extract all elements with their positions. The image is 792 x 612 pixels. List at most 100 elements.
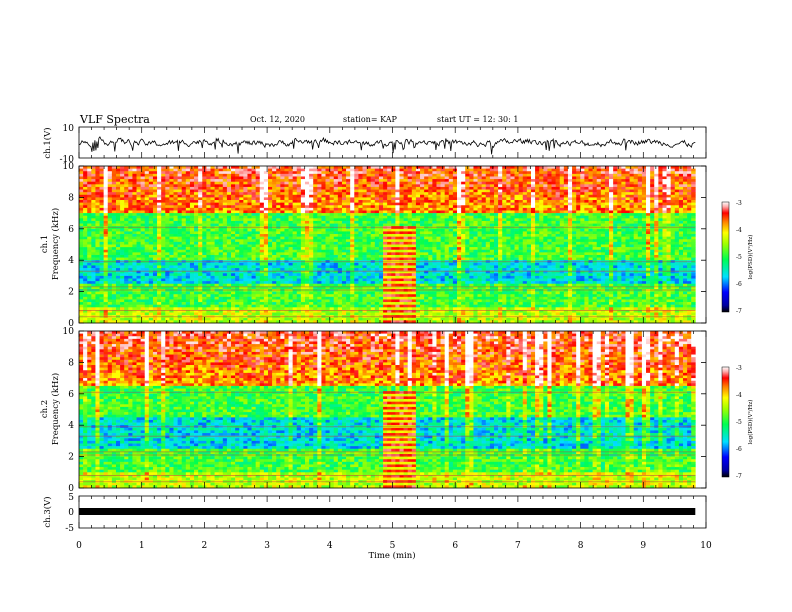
spectrogram-cell [391,244,396,248]
spectrogram-cell [251,262,256,266]
spectrogram-cell [329,231,335,235]
spectrogram-cell [111,278,117,282]
spectrogram-cell [313,304,318,308]
spectrogram-cell [87,215,92,219]
spectrogram-cell [284,166,289,169]
spectrogram-cell [111,194,117,198]
spectrogram-cell [276,223,281,227]
spectrogram-cell [309,171,314,175]
spectrogram-cell [346,288,351,292]
spectrogram-cell [79,273,84,277]
spectrogram-cell [313,262,318,266]
spectrogram-cell [268,228,273,232]
spectrogram-cell [222,176,228,180]
spectrogram-cell [395,275,400,279]
spectrogram-cell [152,176,158,180]
spectrogram-cell [107,273,113,277]
spectrogram-cell [173,223,178,227]
spectrogram-cell [144,173,150,177]
spectrogram-cell [366,197,372,201]
spectrogram-cell [341,252,347,256]
spectrogram-cell [79,296,84,300]
spectrogram-cell [136,218,141,222]
spectrogram-cell [198,223,203,227]
spectrogram-cell [231,181,236,185]
spectrogram-cell [280,317,285,321]
spectrogram-cell [313,176,318,180]
spectrogram-cell [415,288,421,292]
spectrogram-cell [194,176,199,180]
spectrogram-cell [177,194,183,198]
spectrogram-cell [391,249,396,253]
spectrogram-cell [214,254,220,258]
spectrogram-cell [407,286,413,290]
spectrogram-cell [194,202,199,206]
spectrogram-cell [243,176,248,180]
spectrogram-cell [280,168,285,172]
spectrogram-cell [255,294,261,298]
spectrogram-cell [251,226,256,230]
spectrogram-cell [177,220,183,224]
spectrogram-cell [185,205,191,209]
spectrogram-cell [243,241,248,245]
spectrogram-cell [111,299,117,303]
spectrogram-cell [144,294,150,298]
spectrogram-cell [296,296,302,300]
spectrogram-cell [165,194,170,198]
spectrogram-cell [103,194,109,198]
spectrogram-cell [103,281,109,285]
spectrogram-cell [313,249,318,253]
spectrogram-cell [111,273,117,277]
spectrogram-cell [337,192,343,196]
spectrogram-cell [194,197,199,201]
spectrogram-cell [374,262,380,266]
spectrogram-cell [161,312,166,316]
spectrogram-cell [333,173,339,177]
spectrogram-cell [189,302,195,305]
spectrogram-cell [309,226,314,230]
spectrogram-cell [370,171,376,175]
spectrogram-cell [268,210,273,214]
spectrogram-cell [395,312,400,316]
spectrogram-cell [411,202,417,206]
spectrogram-cell [321,281,326,285]
spectrogram-cell [284,207,289,211]
spectrogram-cell [140,205,146,209]
spectrogram-cell [313,179,318,182]
spectrogram-cell [263,273,269,277]
spectrogram-cell [383,194,388,198]
spectrogram-cell [91,268,96,271]
spectrogram-cell [136,239,141,243]
spectrogram-cell [407,200,413,203]
spectrogram-cell [128,220,133,224]
spectrogram-cell [415,299,421,303]
spectrogram-cell [128,210,133,214]
spectrogram-cell [346,275,351,279]
spectrogram-cell [120,291,125,295]
spectrogram-cell [415,194,421,198]
spectrogram-cell [251,244,256,248]
spectrogram-cell [107,181,113,185]
spectrogram-cell [231,234,236,237]
spectrogram-cell [111,226,117,230]
spectrogram-cell [411,218,417,222]
spectrogram-cell [83,192,88,196]
spectrogram-cell [362,262,367,266]
spectrogram-cell [173,304,178,308]
spectrogram-cell [222,281,228,285]
spectrogram-cell [115,291,121,295]
spectrogram-cell [79,215,84,219]
spectrogram-cell [165,200,170,203]
spectrogram-cell [83,218,88,222]
spectrogram-cell [399,241,404,245]
spectrogram-cell [148,210,154,214]
spectrogram-cell [247,270,252,274]
spectrogram-cell [251,234,256,237]
spectrogram-cell [296,312,302,316]
spectrogram-cell [111,234,117,237]
spectrogram-cell [362,207,367,211]
spectrogram-cell [79,270,84,274]
spectrogram-cell [91,189,96,193]
spectrogram-cell [317,244,322,248]
spectrogram-cell [333,296,339,300]
